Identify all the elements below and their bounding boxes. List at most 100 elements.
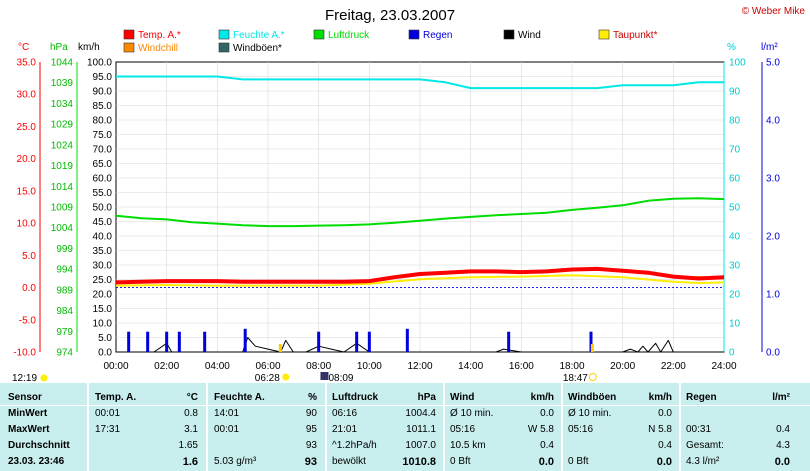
temp-value: 0.8 [184,408,198,419]
rain-bar [589,331,593,352]
rain-tick-label: 2.0 [766,232,780,243]
press-value: 1010.8 [402,456,436,468]
x-tick-label: 04:00 [205,361,230,372]
x-tick-label: 18:00 [559,361,584,372]
hum-header: Feuchte A. [214,392,265,403]
gust-time: 05:16 [568,424,594,435]
hum-tick-label: 90 [729,87,741,98]
wind-tick-label: 65.0 [93,159,113,170]
statistics-table: Sensor MinWert MaxWert Durchschnitt 23.0… [0,383,810,471]
sunrise-marker [278,344,282,352]
gust-unit: km/h [648,392,672,403]
legend-label: Temp. A.* [138,30,181,41]
hum-tick-label: 30 [729,261,741,272]
x-tick-label: 14:00 [458,361,483,372]
series-wind-line [116,337,724,353]
x-tick-label: 08:00 [306,361,331,372]
press-time: bewölkt [332,456,366,467]
press-tick-label: 1039 [51,78,74,89]
gust-time: Ø 10 min. [568,408,612,419]
moonrise-label: 12:19 [12,373,37,383]
sunset-label: 18:47 [563,373,588,383]
axes: 100.095.090.085.080.075.070.065.060.055.… [13,42,780,372]
rain-unit-label: l/m² [761,42,778,53]
wind-value: 0.0 [538,456,554,468]
press-tick-label: 1014 [51,182,74,193]
hum-unit-label: % [727,42,736,53]
temp-tick-label: 15.0 [17,186,37,197]
moonset-label: 08:09 [328,373,353,383]
legend-label: Windchill [138,43,178,54]
wind-tick-label: 25.0 [93,275,113,286]
sunset-marker [590,344,594,352]
wind-tick-label: 100.0 [87,58,112,69]
press-value: 1007.0 [405,440,436,451]
legend-label: Regen [423,30,452,41]
temp-unit-label: °C [18,42,29,53]
wind-tick-label: 35.0 [93,246,113,257]
rain-bar [507,331,511,352]
wind-time: 10.5 km [450,440,486,451]
press-unit-label: hPa [50,42,68,53]
rain-tick-label: 1.0 [766,290,780,301]
legend-swatch [218,29,230,40]
temp-tick-label: 35.0 [17,58,37,69]
hum-time: 00:01 [214,424,240,435]
wind-tick-label: 15.0 [93,304,113,315]
weather-chart: Freitag, 23.03.2007 © Weber Mike Temp. A… [12,6,806,383]
x-tick-label: 10:00 [357,361,382,372]
press-tick-label: 989 [56,285,73,296]
rain-bar [405,328,409,352]
rain-bar [317,331,321,352]
copyright-label: © Weber Mike [742,6,806,17]
legend-swatch [503,29,515,40]
temp-value: 1.65 [178,440,198,451]
press-time: 06:16 [332,408,358,419]
hum-tick-label: 10 [729,319,741,330]
sensor-header: Sensor [8,392,42,403]
press-tick-label: 979 [56,327,73,338]
legend-label: Luftdruck [328,30,370,41]
press-tick-label: 974 [56,348,73,359]
legend-swatch [408,29,420,40]
wind-tick-label: 20.0 [93,290,113,301]
legend-label: Taupunkt* [613,30,658,41]
x-tick-label: 24:00 [711,361,736,372]
wind-tick-label: 10.0 [93,319,113,330]
press-header: Luftdruck [332,392,379,403]
moon-icon [40,374,48,382]
rain-value: 4.3 [776,440,790,451]
legend-swatch [218,42,230,53]
wind-tick-label: 50.0 [93,203,113,214]
rain-bar [243,328,247,352]
gust-value: 0.0 [656,456,672,468]
press-tick-label: 1034 [51,99,74,110]
rain-value: 0.4 [776,424,790,435]
rain-bar [127,331,131,352]
wind-tick-label: 30.0 [93,261,113,272]
hum-time: 5.03 g/m³ [214,456,257,467]
x-tick-label: 20:00 [610,361,635,372]
wind-time: 05:16 [450,424,476,435]
rain-tick-label: 0.0 [766,348,780,359]
series-luftdruck-line [115,197,725,228]
x-tick-label: 22:00 [661,361,686,372]
hum-tick-label: 50 [729,203,741,214]
rain-time: Gesamt: [686,440,724,451]
legend-label: Feuchte A.* [233,30,285,41]
series-feuchtea-line [116,75,724,90]
temp-tick-label: -10.0 [13,348,36,359]
press-value: 1011.1 [406,424,436,435]
wind-value: 0.4 [540,440,554,451]
rain-time: 4.3 l/m² [686,456,720,467]
rain-tick-label: 3.0 [766,174,780,185]
temp-value: 3.1 [184,424,198,435]
hum-time: 14:01 [214,408,240,419]
series-tempa-line [115,266,725,285]
rain-time: 00:31 [686,424,712,435]
legend: Temp. A.* Feuchte A.* Luftdruck Regen Wind Ta… [123,29,658,54]
wind-tick-label: 40.0 [93,232,113,243]
wind-header: Wind [450,392,475,403]
legend-swatch [313,29,325,40]
wind-unit: km/h [530,392,554,403]
